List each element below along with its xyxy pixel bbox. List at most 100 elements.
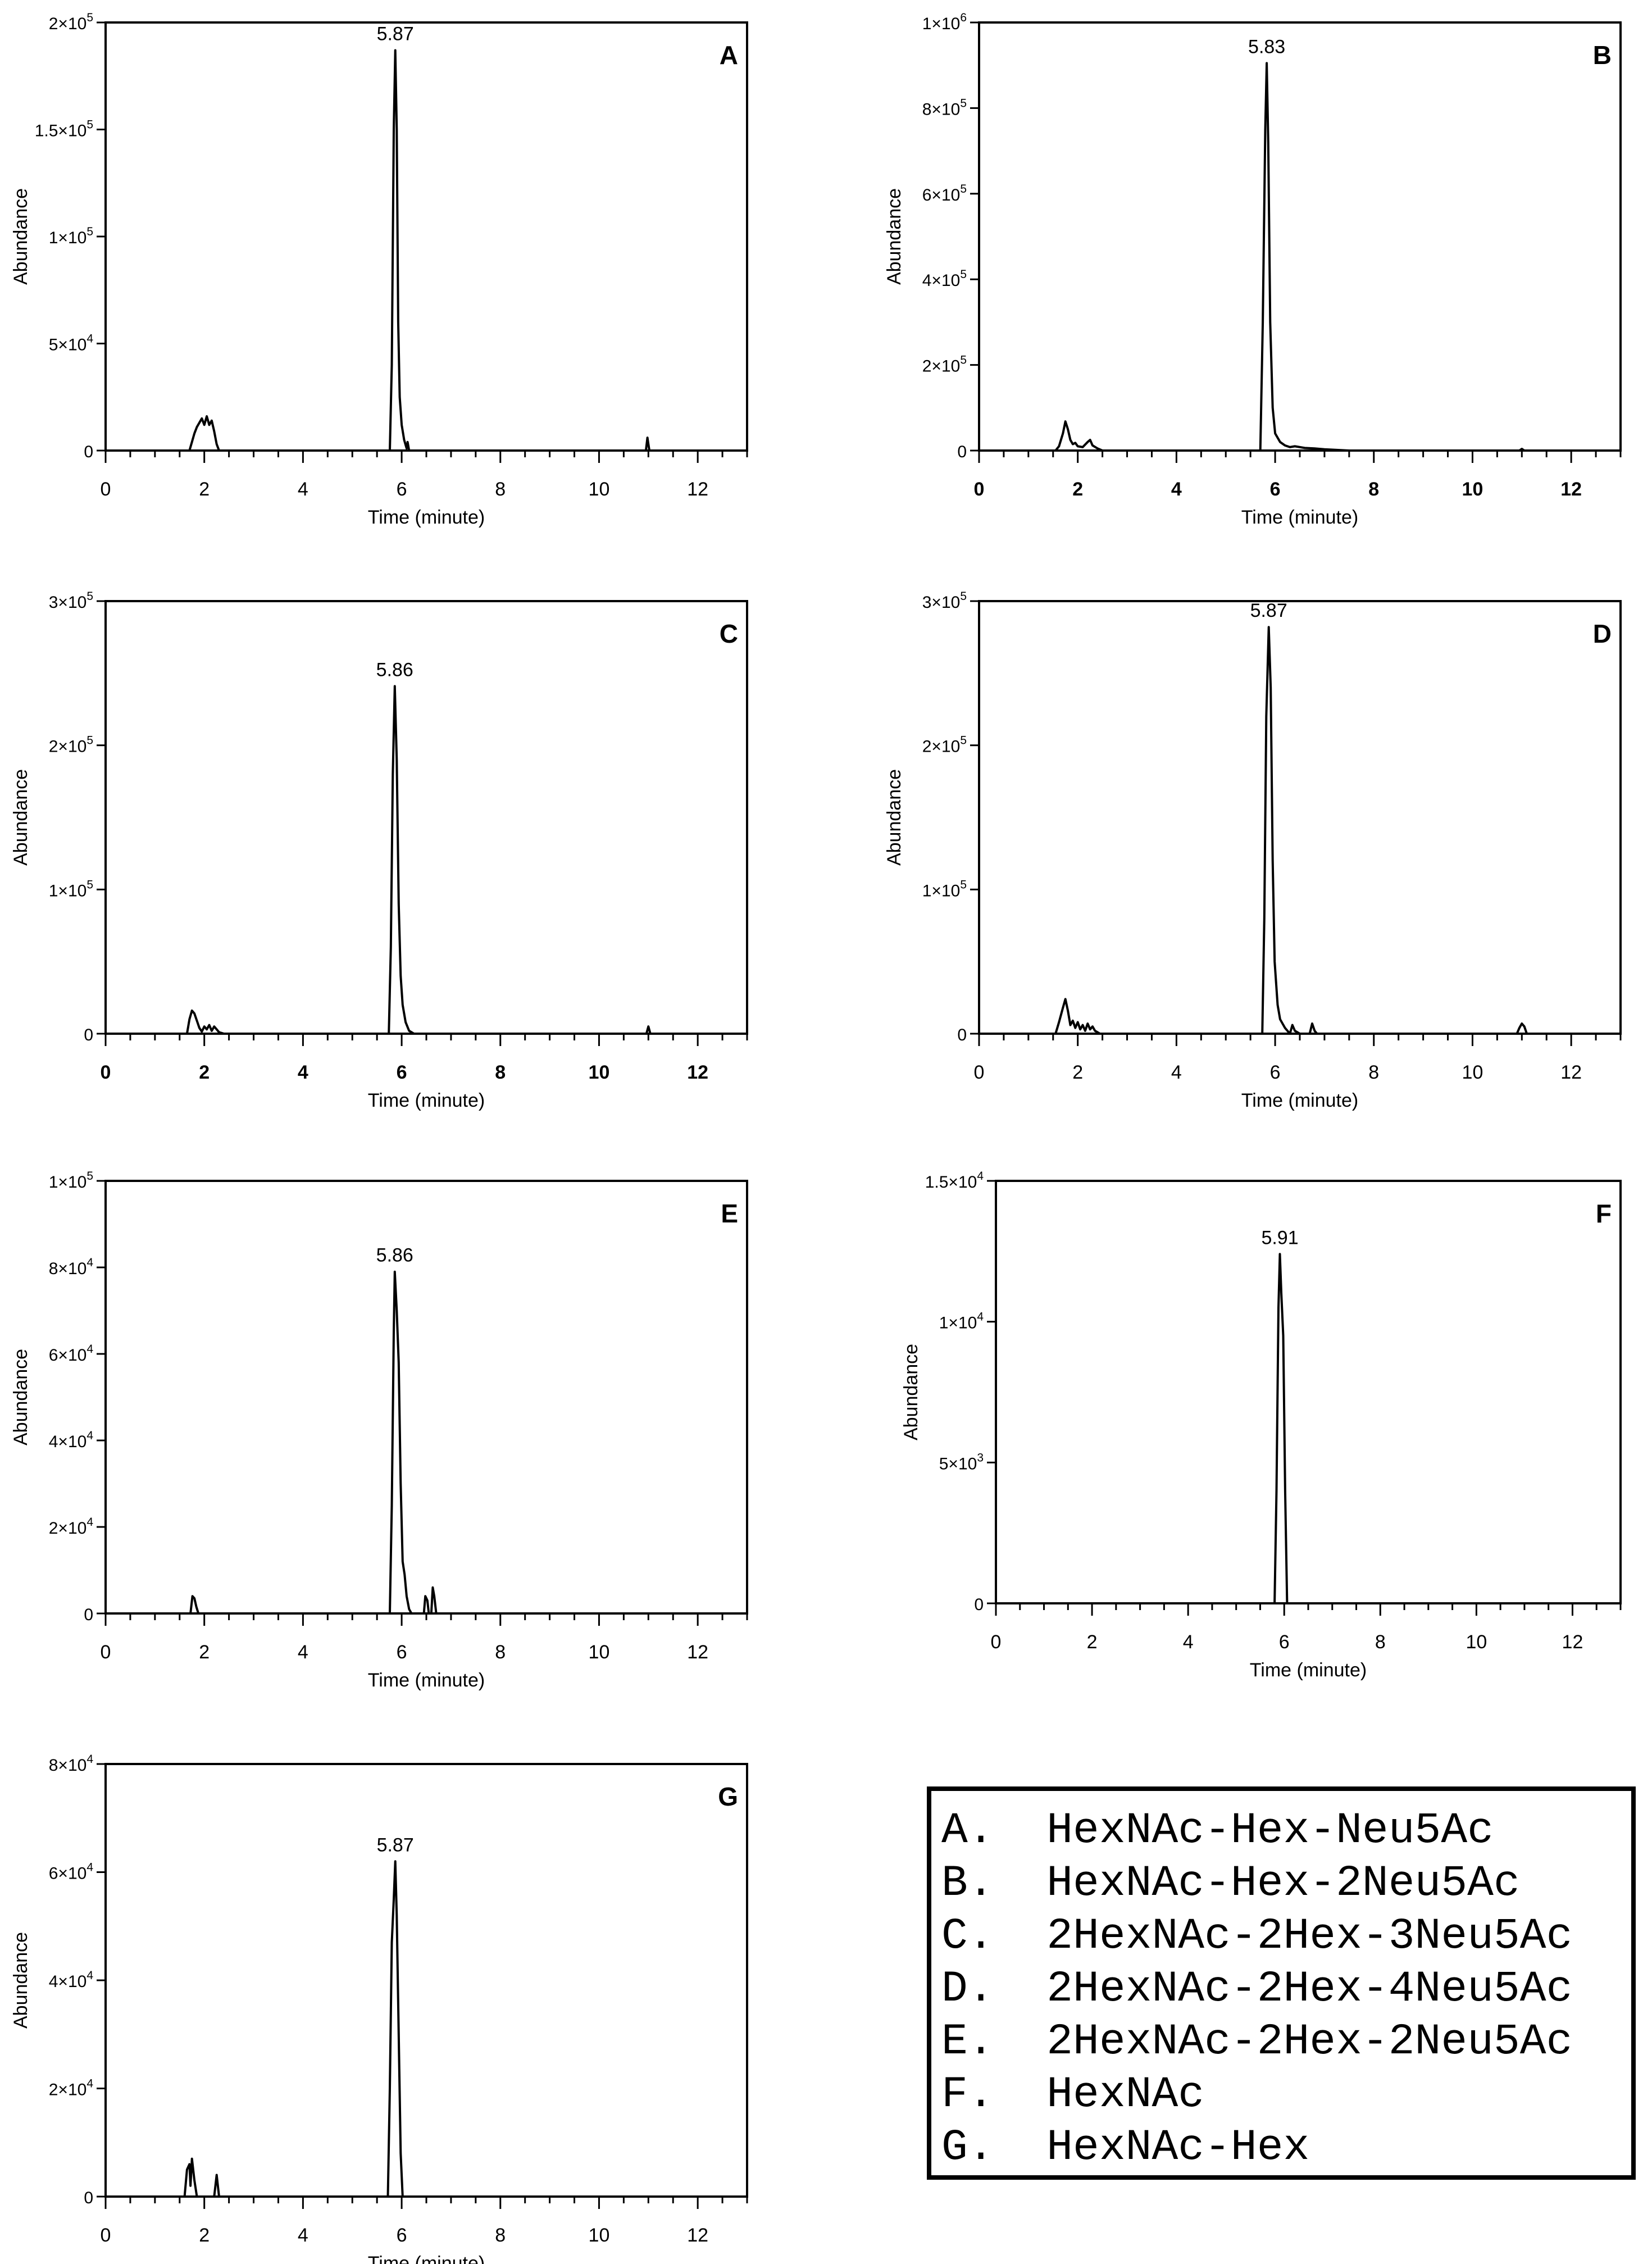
x-tick-label: 6 <box>1270 479 1281 500</box>
x-tick-label: 8 <box>495 479 506 500</box>
y-tick-label: 1.5×105 <box>35 119 93 140</box>
x-tick-label: 0 <box>101 1062 111 1083</box>
y-tick-label: 1×105 <box>49 1170 93 1192</box>
panel-g: 0 2 4 6 8 10 12 0 2×104 4×104 6×104 8×104 Time (minu… <box>10 1753 748 2264</box>
y-tick-label: 5×104 <box>49 333 94 354</box>
panel-letter-g: G <box>718 1782 738 1811</box>
y-tick-label: 6×104 <box>49 1861 94 1883</box>
plot-frame-b <box>978 21 1622 452</box>
x-tick-label: 0 <box>101 479 111 500</box>
y-axis-title: Abundance <box>10 1349 31 1445</box>
legend-item-a: A. HexNAc-Hex-Neu5Ac <box>941 1806 1494 1856</box>
x-tick-label: 4 <box>298 1642 308 1663</box>
peak-label-a: 5.87 <box>377 24 414 45</box>
peak-label-b: 5.83 <box>1248 36 1285 57</box>
y-tick-label: 1×106 <box>922 11 967 33</box>
x-tick-label: 8 <box>1375 1631 1386 1653</box>
x-tick-label: 2 <box>199 479 210 500</box>
x-tick-label: 2 <box>199 1062 210 1083</box>
x-tick-label: 8 <box>495 1642 506 1663</box>
x-tick-label: 2 <box>199 1642 210 1663</box>
plot-frame-e <box>104 1180 748 1615</box>
chromatogram-trace-g <box>106 1860 747 2198</box>
x-tick-label: 8 <box>495 1062 506 1083</box>
chromatogram-trace-a <box>106 49 747 452</box>
panel-letter-e: E <box>721 1199 738 1228</box>
peak-label-d: 5.87 <box>1250 600 1287 621</box>
x-tick-label: 10 <box>589 1642 610 1663</box>
plot-frame-g <box>104 1763 748 2198</box>
x-tick-label: 6 <box>1279 1631 1290 1653</box>
y-tick-label: 3×105 <box>922 590 967 612</box>
x-tick-label: 12 <box>1560 479 1582 500</box>
legend-box: A. HexNAc-Hex-Neu5Ac B. HexNAc-Hex-2Neu5… <box>927 1786 1636 2180</box>
x-tick-label: 4 <box>1171 1062 1182 1083</box>
y-tick-label: 0 <box>974 1595 984 1614</box>
chromatogram-trace-f <box>996 1253 1621 1604</box>
peak-label-e: 5.86 <box>376 1245 413 1266</box>
x-tick-label: 12 <box>687 1642 708 1663</box>
x-tick-label: 2 <box>199 2225 210 2246</box>
chromatogram-trace-b <box>979 62 1621 452</box>
x-tick-label: 2 <box>1072 479 1083 500</box>
x-tick-label: 0 <box>974 479 985 500</box>
x-tick-label: 4 <box>1183 1631 1194 1653</box>
x-tick-label: 4 <box>298 1062 308 1083</box>
x-tick-label: 2 <box>1072 1062 1083 1083</box>
y-tick-label: 1×105 <box>49 225 93 247</box>
x-tick-label: 8 <box>1368 479 1379 500</box>
y-axis-title: Abundance <box>900 1344 922 1440</box>
x-tick-label: 0 <box>101 2225 111 2246</box>
y-tick-label: 0 <box>957 443 967 461</box>
x-tick-label: 10 <box>589 479 610 500</box>
y-tick-label: 1×105 <box>49 878 93 900</box>
y-tick-label: 2×105 <box>922 734 967 756</box>
y-tick-label: 4×104 <box>49 1429 94 1451</box>
plot-frame-f <box>995 1180 1622 1604</box>
y-tick-label: 8×104 <box>49 1753 94 1775</box>
x-tick-label: 6 <box>1270 1062 1281 1083</box>
y-axis-title: Abundance <box>10 188 31 285</box>
y-axis-title: Abundance <box>884 769 905 866</box>
y-tick-label: 0 <box>84 2189 93 2207</box>
y-tick-label: 6×104 <box>49 1343 94 1365</box>
plot-frame-c <box>104 600 748 1035</box>
x-axis-title: Time (minute) <box>368 2253 485 2264</box>
y-tick-label: 1×105 <box>922 878 967 900</box>
x-tick-label: 10 <box>589 1062 610 1083</box>
y-tick-label: 8×105 <box>922 97 967 119</box>
x-tick-label: 12 <box>1562 1631 1583 1653</box>
y-tick-label: 1.5×104 <box>925 1170 984 1192</box>
x-tick-label: 10 <box>1462 479 1483 500</box>
panel-c: 0 2 4 6 8 10 12 0 1×105 2×105 3×105 Time (minute) Ab… <box>10 590 748 1111</box>
x-tick-label: 8 <box>1368 1062 1379 1083</box>
x-tick-label: 12 <box>687 479 708 500</box>
x-tick-label: 6 <box>397 1642 407 1663</box>
chromatogram-trace-e <box>106 1270 747 1615</box>
y-axis-title: Abundance <box>10 769 31 866</box>
plot-frame-a <box>104 21 748 452</box>
x-tick-label: 6 <box>397 1062 407 1083</box>
peak-label-f: 5.91 <box>1261 1227 1298 1248</box>
y-tick-label: 2×105 <box>49 11 93 33</box>
legend-item-b: B. HexNAc-Hex-2Neu5Ac <box>941 1859 1520 1908</box>
x-tick-label: 0 <box>991 1631 1002 1653</box>
legend-item-c: C. 2HexNAc-2Hex-3Neu5Ac <box>941 1912 1573 1961</box>
x-tick-label: 10 <box>1466 1631 1487 1653</box>
panel-a: 0 2 4 6 8 10 12 0 5×104 1×105 1.5×105 2×105 Time (mi… <box>10 11 748 528</box>
legend-item-e: E. 2HexNAc-2Hex-2Neu5Ac <box>941 2017 1573 2067</box>
legend-item-f: F. HexNAc <box>941 2070 1205 2120</box>
x-axis-title: Time (minute) <box>368 1090 485 1111</box>
y-tick-label: 5×103 <box>939 1451 984 1473</box>
chromatogram-trace-d <box>979 626 1621 1035</box>
y-tick-label: 2×105 <box>922 354 967 376</box>
chromatogram-trace-c <box>106 685 747 1035</box>
x-axis-title: Time (minute) <box>368 1670 485 1691</box>
panel-e: 0 2 4 6 8 10 12 0 2×104 4×104 6×104 8×104 1×105 Time … <box>10 1170 748 1691</box>
x-tick-label: 12 <box>687 2225 708 2246</box>
x-tick-label: 0 <box>101 1642 111 1663</box>
panel-b: 0 2 4 6 8 10 12 0 2×105 4×105 6×105 8×105 1×106 Time … <box>884 11 1622 528</box>
x-tick-label: 4 <box>298 479 308 500</box>
x-axis-title: Time (minute) <box>1241 507 1358 528</box>
